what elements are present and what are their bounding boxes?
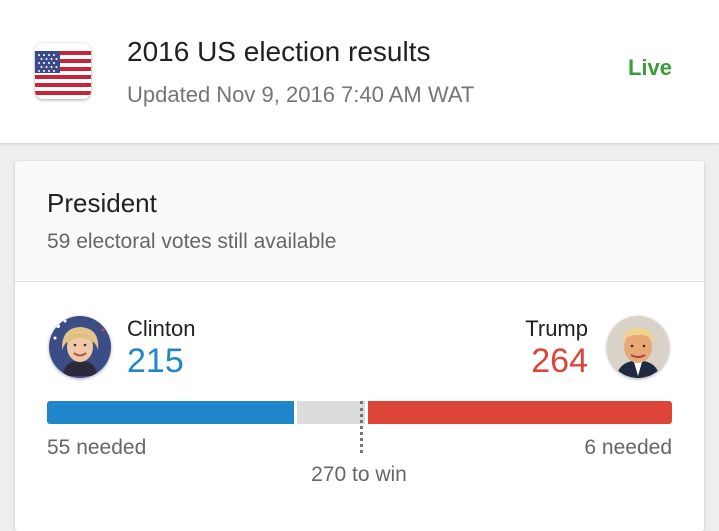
clinton-name: Clinton [127, 316, 196, 341]
race-subtitle: 59 electoral votes still available [47, 230, 337, 253]
win-threshold-label: 270 to win [311, 463, 407, 486]
trump-name: Trump [525, 316, 588, 341]
trump-avatar [607, 316, 669, 378]
win-threshold-marker [360, 401, 363, 453]
clinton-avatar [49, 316, 111, 378]
clinton-bar-segment [47, 401, 294, 424]
clinton-electoral-votes: 215 [127, 342, 184, 380]
president-race-card[interactable]: President 59 electoral votes still avail… [15, 161, 704, 531]
us-flag-icon [35, 43, 91, 99]
trump-needed: 6 needed [584, 436, 672, 459]
clinton-needed: 55 needed [47, 436, 147, 459]
remaining-bar-segment [297, 401, 365, 424]
page-title: 2016 US election results [127, 36, 431, 67]
race-header: President 59 electoral votes still avail… [15, 161, 704, 282]
trump-electoral-votes: 264 [531, 342, 588, 380]
live-badge: Live [627, 55, 672, 80]
race-title: President [47, 188, 157, 218]
trump-bar-segment [368, 401, 672, 424]
results-header: 2016 US election results Updated Nov 9, … [0, 0, 719, 144]
updated-timestamp: Updated Nov 9, 2016 7:40 AM WAT [127, 82, 475, 107]
electoral-vote-bar [47, 401, 672, 424]
